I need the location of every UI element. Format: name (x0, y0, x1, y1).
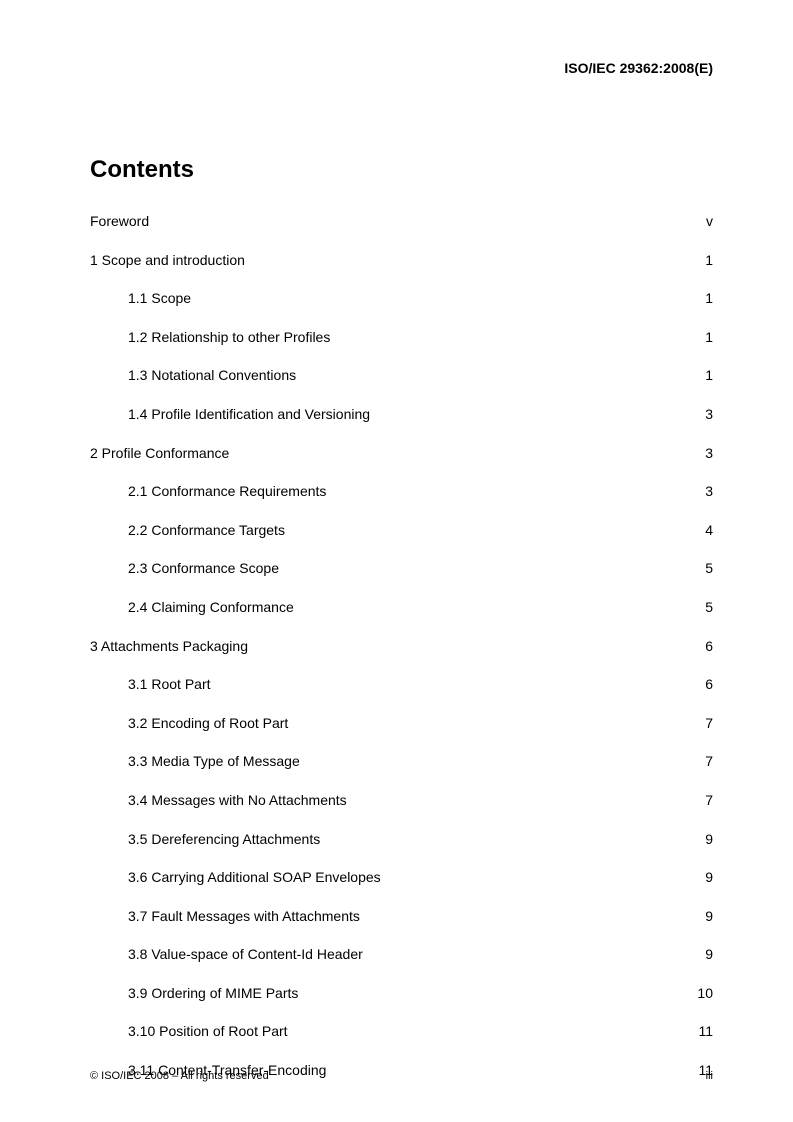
toc-entry: 3.4 Messages with No Attachments 7 (128, 791, 713, 811)
toc-entry-label: 2.1 Conformance Requirements (128, 482, 326, 502)
table-of-contents: Forewordv1 Scope and introduction11.1 Sc… (90, 212, 713, 1081)
toc-entry-label: 1 Scope and introduction (90, 251, 245, 271)
toc-entry-page: 7 (705, 714, 713, 734)
toc-entry: 2 Profile Conformance 3 (90, 444, 713, 464)
toc-entry-page: 3 (705, 482, 713, 502)
toc-entry: 3.5 Dereferencing Attachments 9 (128, 830, 713, 850)
toc-entry: 3.7 Fault Messages with Attachments 9 (128, 907, 713, 927)
toc-entry-page: 1 (705, 328, 713, 348)
toc-entry: 3.2 Encoding of Root Part 7 (128, 714, 713, 734)
toc-entry: 3.10 Position of Root Part 11 (128, 1022, 713, 1042)
toc-entry: 1.1 Scope 1 (128, 289, 713, 309)
toc-entry: 2.2 Conformance Targets 4 (128, 521, 713, 541)
toc-entry-label: 3.10 Position of Root Part (128, 1022, 288, 1042)
toc-entry-label: 3.1 Root Part (128, 675, 211, 695)
toc-entry-label: 1.1 Scope (128, 289, 191, 309)
toc-entry-page: 3 (705, 444, 713, 464)
toc-entry-page: 9 (705, 830, 713, 850)
toc-entry: 1 Scope and introduction 1 (90, 251, 713, 271)
toc-entry-page: 7 (705, 791, 713, 811)
footer-page-number: iii (706, 1070, 713, 1082)
toc-entry: Foreword v (90, 212, 713, 232)
toc-entry: 3.1 Root Part 6 (128, 675, 713, 695)
toc-entry: 3.8 Value-space of Content-Id Header 9 (128, 945, 713, 965)
toc-entry: 2.4 Claiming Conformance 5 (128, 598, 713, 618)
toc-entry-label: Foreword (90, 212, 149, 232)
toc-entry: 1.3 Notational Conventions 1 (128, 366, 713, 386)
contents-heading: Contents (90, 156, 713, 184)
toc-entry: 3.6 Carrying Additional SOAP Envelopes 9 (128, 868, 713, 888)
toc-entry-page: 5 (705, 559, 713, 579)
toc-entry: 3.9 Ordering of MIME Parts 10 (128, 984, 713, 1004)
toc-entry: 1.2 Relationship to other Profiles 1 (128, 328, 713, 348)
document-page: ISO/IEC 29362:2008(E) Contents Foreword v… (0, 0, 793, 1122)
footer-copyright: © ISO/IEC 2008 – All rights reserved (90, 1070, 269, 1082)
toc-entry-label: 3.7 Fault Messages with Attachments (128, 907, 360, 927)
toc-entry-page: 9 (705, 907, 713, 927)
toc-entry-label: 2.4 Claiming Conformance (128, 598, 294, 618)
toc-entry-label: 1.2 Relationship to other Profiles (128, 328, 330, 348)
toc-entry: 2.1 Conformance Requirements 3 (128, 482, 713, 502)
toc-entry-label: 1.4 Profile Identification and Versionin… (128, 405, 370, 425)
toc-entry-label: 2.3 Conformance Scope (128, 559, 279, 579)
toc-entry-page: 11 (698, 1022, 713, 1042)
toc-entry-page: 1 (705, 366, 713, 386)
toc-entry-label: 3.5 Dereferencing Attachments (128, 830, 320, 850)
toc-entry-page: 1 (705, 289, 713, 309)
toc-entry: 3 Attachments Packaging 6 (90, 637, 713, 657)
toc-entry-label: 2.2 Conformance Targets (128, 521, 285, 541)
page-footer: © ISO/IEC 2008 – All rights reserved iii (90, 1070, 713, 1082)
toc-entry-page: 5 (705, 598, 713, 618)
toc-entry: 3.3 Media Type of Message 7 (128, 752, 713, 772)
toc-entry: 1.4 Profile Identification and Versionin… (128, 405, 713, 425)
toc-entry-label: 2 Profile Conformance (90, 444, 229, 464)
toc-entry-page: 3 (705, 405, 713, 425)
toc-entry-label: 1.3 Notational Conventions (128, 366, 296, 386)
toc-entry-page: 9 (705, 945, 713, 965)
toc-entry-page: 10 (697, 984, 713, 1004)
toc-entry-label: 3.4 Messages with No Attachments (128, 791, 347, 811)
toc-entry: 2.3 Conformance Scope 5 (128, 559, 713, 579)
toc-entry-page: 6 (705, 675, 713, 695)
toc-entry-page: 1 (705, 251, 713, 271)
document-code: ISO/IEC 29362:2008(E) (90, 60, 713, 76)
toc-entry-page: 7 (705, 752, 713, 772)
toc-entry-label: 3.3 Media Type of Message (128, 752, 300, 772)
toc-entry-label: 3.9 Ordering of MIME Parts (128, 984, 298, 1004)
toc-entry-label: 3 Attachments Packaging (90, 637, 248, 657)
toc-entry-label: 3.2 Encoding of Root Part (128, 714, 288, 734)
toc-entry-label: 3.8 Value-space of Content-Id Header (128, 945, 363, 965)
toc-entry-page: 6 (705, 637, 713, 657)
toc-entry-label: 3.6 Carrying Additional SOAP Envelopes (128, 868, 381, 888)
toc-entry-page: 4 (705, 521, 713, 541)
toc-entry-page: v (706, 212, 713, 232)
toc-entry-page: 9 (705, 868, 713, 888)
